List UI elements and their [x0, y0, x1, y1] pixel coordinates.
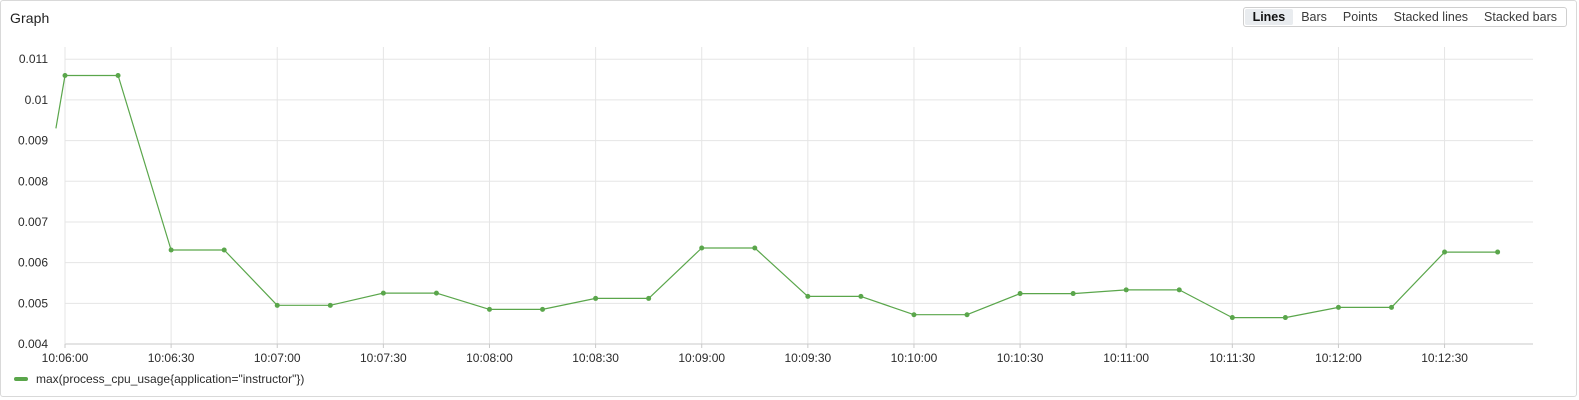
data-point — [1176, 287, 1182, 293]
y-tick-label: 0.004 — [18, 337, 48, 351]
chart-type-toggle: Lines Bars Points Stacked lines Stacked bars — [1242, 7, 1567, 27]
x-tick-label: 10:07:00 — [254, 351, 301, 365]
toggle-stacked-lines[interactable]: Stacked lines — [1386, 9, 1476, 25]
data-point — [1123, 287, 1129, 293]
data-point — [221, 247, 227, 253]
x-tick-label: 10:10:30 — [997, 351, 1044, 365]
x-tick-label: 10:06:30 — [148, 351, 195, 365]
toggle-stacked-bars[interactable]: Stacked bars — [1476, 9, 1565, 25]
series-line — [55, 74, 1498, 319]
y-tick-label: 0.009 — [18, 134, 48, 148]
data-point — [1070, 291, 1076, 297]
data-point — [380, 290, 386, 296]
x-tick-label: 10:12:30 — [1421, 351, 1468, 365]
panel-title: Graph — [10, 10, 50, 26]
x-tick-label: 10:07:30 — [360, 351, 407, 365]
x-tick-label: 10:08:00 — [466, 351, 513, 365]
x-tick-label: 10:08:30 — [572, 351, 619, 365]
x-tick-label: 10:09:00 — [678, 351, 725, 365]
x-tick-label: 10:06:00 — [42, 351, 89, 365]
data-point — [433, 290, 439, 296]
data-point — [752, 245, 758, 251]
toggle-bars[interactable]: Bars — [1293, 9, 1335, 25]
data-point — [593, 295, 599, 301]
y-tick-label: 0.007 — [18, 215, 48, 229]
x-tick-label: 10:10:00 — [891, 351, 938, 365]
toggle-points[interactable]: Points — [1335, 9, 1386, 25]
y-tick-label: 0.01 — [25, 93, 49, 107]
y-tick-label: 0.005 — [18, 296, 48, 310]
data-point — [911, 312, 917, 318]
data-point — [115, 72, 121, 78]
data-point — [62, 72, 68, 78]
x-tick-label: 10:12:00 — [1315, 351, 1362, 365]
data-point — [1017, 291, 1023, 297]
legend-swatch — [14, 377, 28, 381]
data-point — [699, 245, 705, 251]
data-point — [858, 293, 864, 299]
data-point — [1389, 304, 1395, 310]
data-point — [1282, 315, 1288, 321]
data-point — [327, 302, 333, 308]
data-point — [805, 293, 811, 299]
data-point — [1442, 249, 1448, 255]
legend[interactable]: max(process_cpu_usage{application="instr… — [14, 372, 304, 386]
y-tick-label: 0.008 — [18, 174, 48, 188]
data-point — [1229, 315, 1235, 321]
data-point — [486, 306, 492, 312]
x-tick-label: 10:11:00 — [1103, 351, 1149, 365]
legend-label: max(process_cpu_usage{application="instr… — [36, 372, 305, 386]
x-tick-label: 10:11:30 — [1209, 351, 1255, 365]
data-point — [540, 306, 546, 312]
data-point — [1335, 304, 1341, 310]
y-tick-label: 0.011 — [19, 52, 48, 66]
data-point — [168, 247, 174, 253]
data-point — [646, 295, 652, 301]
x-tick-label: 10:09:30 — [784, 351, 831, 365]
data-point — [274, 302, 280, 308]
y-tick-label: 0.006 — [18, 256, 48, 270]
toggle-lines[interactable]: Lines — [1244, 9, 1294, 25]
data-point — [964, 312, 970, 318]
data-point — [1495, 249, 1501, 255]
